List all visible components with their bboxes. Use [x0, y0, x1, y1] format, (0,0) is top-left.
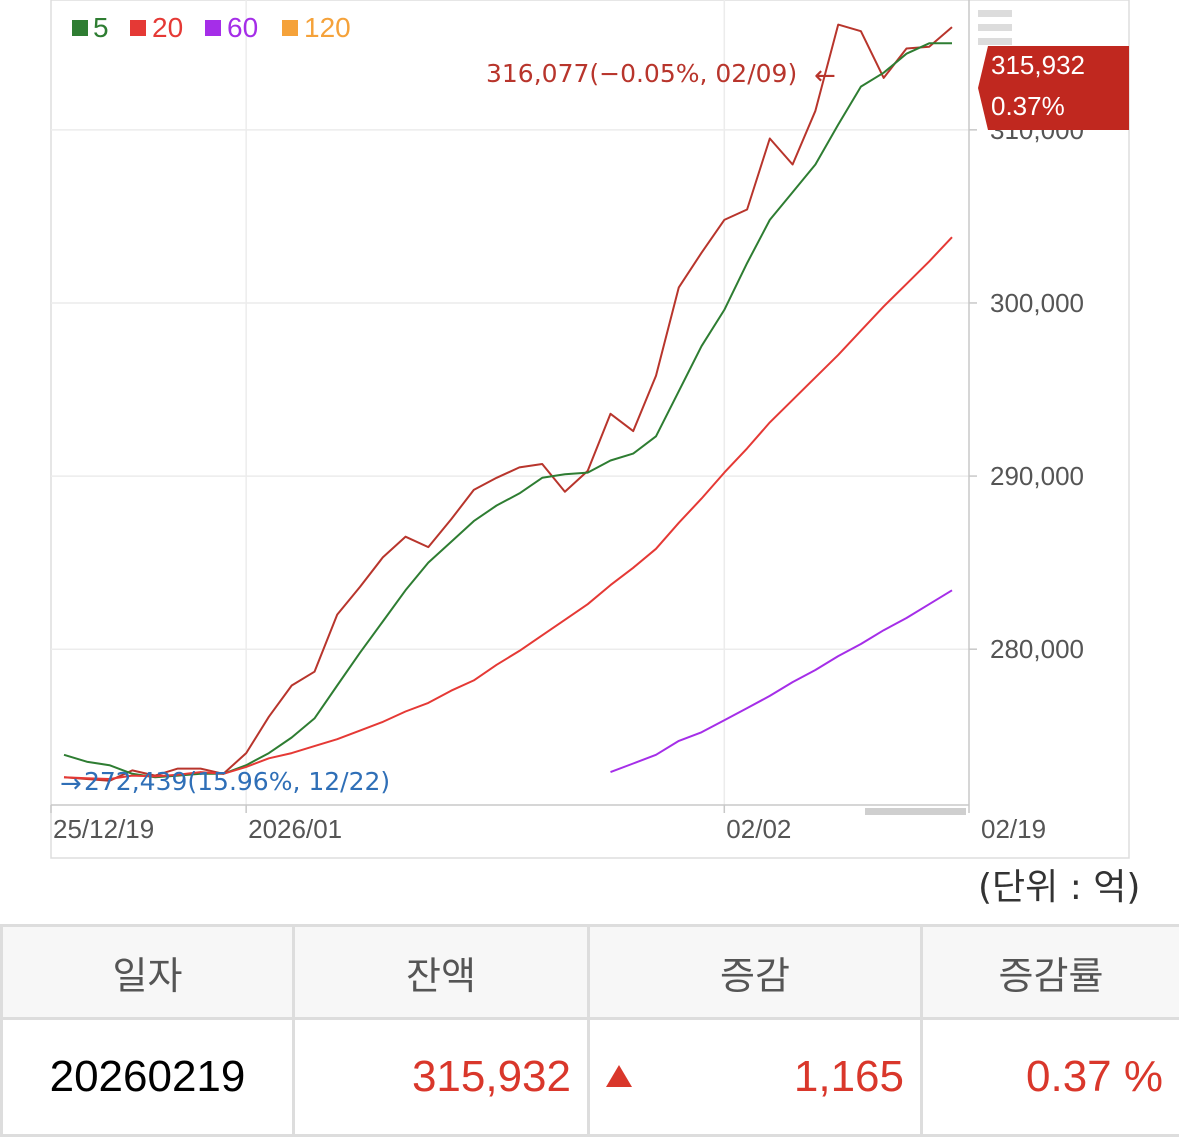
- y-tick-label: 290,000: [990, 461, 1084, 491]
- x-tick-label: 25/12/19: [53, 814, 154, 844]
- table-row: 20260219 315,932 1,165 0.37 %: [2, 1019, 1179, 1136]
- grid-lines: [51, 0, 969, 805]
- cell-change: 1,165: [589, 1019, 922, 1136]
- table-header-row: 일자 잔액 증감 증감률: [2, 926, 1179, 1019]
- current-percent: 0.37%: [991, 91, 1065, 121]
- change-value: 1,165: [794, 1052, 904, 1101]
- current-value-badge: 315,932 0.37%: [978, 46, 1129, 130]
- current-value: 315,932: [991, 50, 1085, 80]
- y-tick-label: 280,000: [990, 634, 1084, 664]
- header-date: 일자: [2, 926, 294, 1019]
- x-tick-label: 2026/01: [248, 814, 342, 844]
- legend: 5 20 60 120: [72, 12, 351, 43]
- low-annotation: 272,439(15.96%, 12/22): [84, 767, 390, 796]
- unit-label: (단위 : 억): [978, 858, 1140, 910]
- scroll-handle[interactable]: [865, 808, 966, 815]
- legend-label-5: 5: [93, 12, 109, 43]
- header-balance: 잔액: [294, 926, 589, 1019]
- x-tick-label: 02/19: [981, 814, 1046, 844]
- summary-table: 일자 잔액 증감 증감률 20260219 315,932 1,165 0.37…: [0, 924, 1179, 1137]
- cell-balance: 315,932: [294, 1019, 589, 1136]
- menu-icon[interactable]: [978, 10, 1012, 45]
- cell-date: 20260219: [2, 1019, 294, 1136]
- legend-label-120: 120: [304, 12, 351, 43]
- chart-frame: [51, 0, 1129, 858]
- legend-label-60: 60: [227, 12, 258, 43]
- y-tick-label: 300,000: [990, 288, 1084, 318]
- series-line-ma60: [611, 590, 953, 772]
- high-annotation: 316,077(−0.05%, 02/09): [486, 59, 797, 88]
- legend-swatch-120: [282, 20, 298, 36]
- series-line-ma20: [64, 237, 952, 779]
- legend-swatch-60: [205, 20, 221, 36]
- legend-swatch-20: [130, 20, 146, 36]
- cell-rate: 0.37 %: [922, 1019, 1179, 1136]
- low-arrow-icon: →: [60, 769, 82, 799]
- up-triangle-icon: [606, 1065, 632, 1087]
- legend-label-20: 20: [152, 12, 183, 43]
- header-rate: 증감률: [922, 926, 1179, 1019]
- legend-swatch-5: [72, 20, 88, 36]
- high-arrow-icon: ←: [814, 61, 836, 91]
- x-tick-label: 02/02: [726, 814, 791, 844]
- series-lines: [64, 25, 952, 781]
- header-change: 증감: [589, 926, 922, 1019]
